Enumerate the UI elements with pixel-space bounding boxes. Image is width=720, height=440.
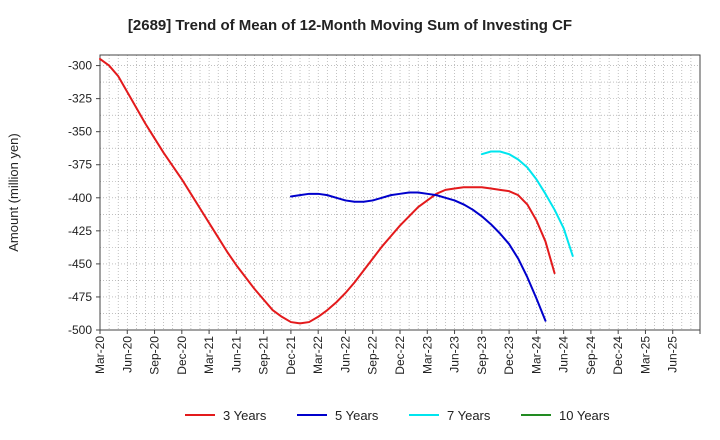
x-tick-label: Mar-25 (638, 336, 652, 374)
y-tick-label: -450 (68, 257, 92, 271)
chart-title: [2689] Trend of Mean of 12-Month Moving … (128, 17, 572, 34)
x-tick-label: Dec-24 (611, 336, 625, 375)
legend-label: 10 Years (559, 408, 610, 423)
x-tick-label: Mar-21 (202, 336, 216, 374)
y-axis: -300 -325 -350 -375 -400 -425 -450 -475 -500 (68, 59, 100, 337)
x-tick-label: Jun-24 (557, 336, 571, 373)
x-tick-label: Dec-22 (393, 336, 407, 375)
legend-label: 7 Years (447, 408, 491, 423)
series-lines (99, 57, 574, 325)
legend: 3 Years 5 Years 7 Years 10 Years (185, 408, 610, 423)
x-tick-label: Dec-21 (284, 336, 298, 375)
x-tick-label: Mar-20 (93, 336, 107, 374)
y-tick-label: -500 (68, 323, 92, 337)
series-line-5-years (289, 191, 547, 322)
series-line-3-years (99, 57, 556, 325)
series-line-7-years (480, 150, 574, 257)
legend-label: 3 Years (223, 408, 267, 423)
x-tick-label: Jun-20 (120, 336, 134, 373)
y-tick-label: -475 (68, 290, 92, 304)
y-tick-label: -325 (68, 92, 92, 106)
x-tick-label: Mar-23 (420, 336, 434, 374)
y-tick-label: -425 (68, 224, 92, 238)
x-tick-label: Jun-22 (338, 336, 352, 373)
x-tick-label: Sep-20 (148, 336, 162, 375)
x-tick-label: Jun-25 (666, 336, 680, 373)
y-tick-label: -400 (68, 191, 92, 205)
y-tick-label: -300 (68, 59, 92, 73)
grid (100, 55, 700, 330)
x-tick-label: Sep-23 (475, 336, 489, 375)
x-tick-label: Sep-21 (257, 336, 271, 375)
y-tick-label: -350 (68, 125, 92, 139)
x-tick-label: Jun-21 (229, 336, 243, 373)
x-tick-label: Jun-23 (448, 336, 462, 373)
y-tick-label: -375 (68, 158, 92, 172)
x-tick-label: Mar-22 (311, 336, 325, 374)
y-axis-label: Amount (million yen) (6, 133, 21, 252)
x-tick-label: Sep-22 (366, 336, 380, 375)
x-tick-label: Dec-23 (502, 336, 516, 375)
x-tick-label: Dec-20 (175, 336, 189, 375)
x-tick-label: Sep-24 (584, 336, 598, 375)
legend-label: 5 Years (335, 408, 379, 423)
x-tick-label: Mar-24 (529, 336, 543, 374)
x-axis: Mar-20 Jun-20 Sep-20 Dec-20 Mar-21 Jun-21 Sep-… (93, 330, 701, 375)
